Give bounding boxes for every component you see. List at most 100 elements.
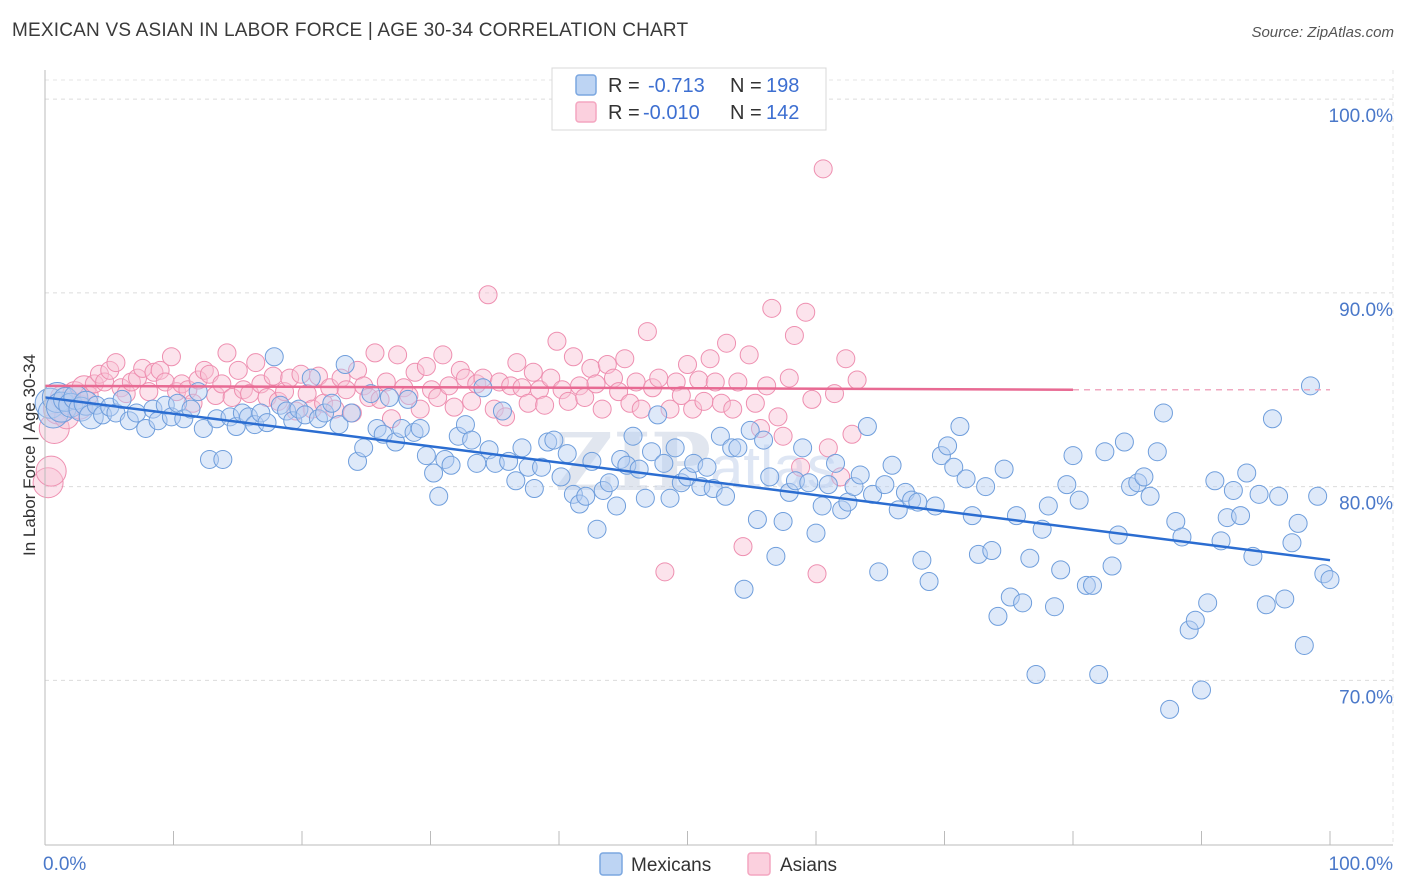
asians-point bbox=[518, 393, 538, 413]
mexicans-point bbox=[1089, 665, 1109, 684]
asians-point bbox=[717, 333, 737, 353]
asians-point bbox=[212, 374, 232, 394]
x-tick-labels: 0.0% 100.0% bbox=[43, 854, 1393, 875]
mexicans-point bbox=[1249, 484, 1269, 504]
asians-point bbox=[263, 366, 283, 386]
mexicans-point bbox=[199, 449, 219, 469]
mexicans-point bbox=[410, 418, 430, 438]
mexicans-point bbox=[806, 523, 826, 543]
mexicans-point bbox=[576, 486, 596, 506]
mexicans-point bbox=[1160, 699, 1180, 719]
asians-point bbox=[150, 360, 170, 380]
mexicans-point bbox=[740, 420, 760, 440]
mexicans-point bbox=[379, 387, 399, 407]
asians-point bbox=[762, 298, 782, 318]
mexicans-point bbox=[557, 444, 577, 464]
asians-point bbox=[728, 372, 748, 392]
mexicans-point bbox=[1051, 560, 1071, 580]
asians-point bbox=[768, 407, 788, 427]
mexicans-point bbox=[506, 471, 526, 491]
mexicans-point bbox=[1083, 575, 1103, 595]
mexicans-point bbox=[648, 405, 668, 425]
mexicans-point bbox=[812, 496, 832, 516]
mexicans-point bbox=[136, 418, 156, 438]
mexicans-point bbox=[728, 438, 748, 458]
legend-r-value-2: -0.010 bbox=[643, 102, 700, 124]
mexicans-point bbox=[1269, 486, 1289, 506]
mexicans-point bbox=[270, 395, 290, 415]
asians-point bbox=[246, 353, 266, 373]
mexicans-point bbox=[1063, 446, 1083, 466]
mexicans-point bbox=[213, 449, 233, 469]
mexicans-point bbox=[1300, 376, 1320, 396]
mexicans-point bbox=[441, 455, 461, 475]
mexicans-point bbox=[1000, 587, 1020, 607]
asians-point bbox=[217, 343, 237, 363]
asians-point bbox=[784, 325, 804, 345]
asians-point bbox=[637, 322, 657, 342]
legend-swatch-mexicans bbox=[575, 74, 597, 96]
asians-point bbox=[779, 368, 799, 388]
mexicans-point bbox=[1256, 595, 1276, 615]
asians-point bbox=[655, 562, 675, 582]
asians-point bbox=[297, 384, 317, 404]
asians-point bbox=[194, 360, 214, 380]
mexicans-point bbox=[1314, 564, 1334, 584]
asians-point bbox=[581, 358, 601, 378]
asians-point bbox=[711, 393, 731, 413]
asians-point bbox=[620, 393, 640, 413]
asians-point bbox=[535, 395, 555, 415]
mexicans-point bbox=[1282, 533, 1302, 553]
asians-point bbox=[739, 345, 759, 365]
mexicans-point bbox=[435, 449, 455, 469]
bottom-legend-asians: Asians bbox=[780, 855, 837, 876]
asians-point bbox=[336, 380, 356, 400]
mexicans-point bbox=[988, 606, 1008, 626]
mexicans-point bbox=[1026, 665, 1046, 684]
asians-point bbox=[631, 399, 651, 419]
mexicans-point bbox=[642, 442, 662, 462]
asians-point bbox=[496, 407, 516, 427]
legend-n-label-1: N = bbox=[730, 75, 762, 97]
asians-point bbox=[836, 349, 856, 369]
mexicans-point bbox=[994, 459, 1014, 479]
mexicans-point bbox=[1231, 506, 1251, 526]
mexicans-point bbox=[635, 488, 655, 508]
mexicans-point bbox=[766, 546, 786, 566]
mexicans-point bbox=[773, 511, 793, 531]
asians-point bbox=[700, 349, 720, 369]
asians-point bbox=[649, 368, 669, 388]
asians-point bbox=[433, 345, 453, 365]
asians-point bbox=[660, 399, 680, 419]
asians-point bbox=[802, 389, 822, 409]
mexicans-point bbox=[563, 484, 583, 504]
mexicans-point bbox=[912, 550, 932, 570]
y-tick-labels: 70.0% 80.0% 90.0% 100.0% bbox=[1329, 106, 1394, 708]
mexicans-point bbox=[1179, 620, 1199, 640]
asians-points bbox=[32, 159, 867, 584]
asians-point bbox=[381, 409, 401, 429]
mexicans-point bbox=[844, 477, 864, 497]
mexicans-point bbox=[1044, 597, 1064, 617]
asians-point bbox=[818, 438, 838, 458]
legend-swatch-asians bbox=[575, 101, 597, 123]
mexicans-point bbox=[1223, 480, 1243, 500]
asians-point bbox=[807, 564, 827, 584]
asians-point bbox=[439, 376, 459, 396]
mexicans-point bbox=[593, 480, 613, 500]
asians-point bbox=[365, 343, 385, 363]
mexicans-point bbox=[950, 417, 970, 436]
mexicans-point bbox=[308, 409, 328, 429]
mexicans-point bbox=[654, 453, 674, 473]
asians-point bbox=[547, 331, 567, 351]
asians-point bbox=[723, 399, 743, 419]
asians-point bbox=[689, 370, 709, 390]
mexicans-point bbox=[1013, 593, 1033, 613]
mexicans-point bbox=[716, 486, 736, 506]
mexicans-point bbox=[832, 500, 852, 520]
asians-point bbox=[745, 393, 765, 413]
source-label: Source: ZipAtlas.com bbox=[1251, 24, 1394, 41]
mexicans-point bbox=[1140, 486, 1160, 506]
mexicans-point bbox=[747, 510, 767, 529]
asians-point bbox=[813, 159, 833, 179]
